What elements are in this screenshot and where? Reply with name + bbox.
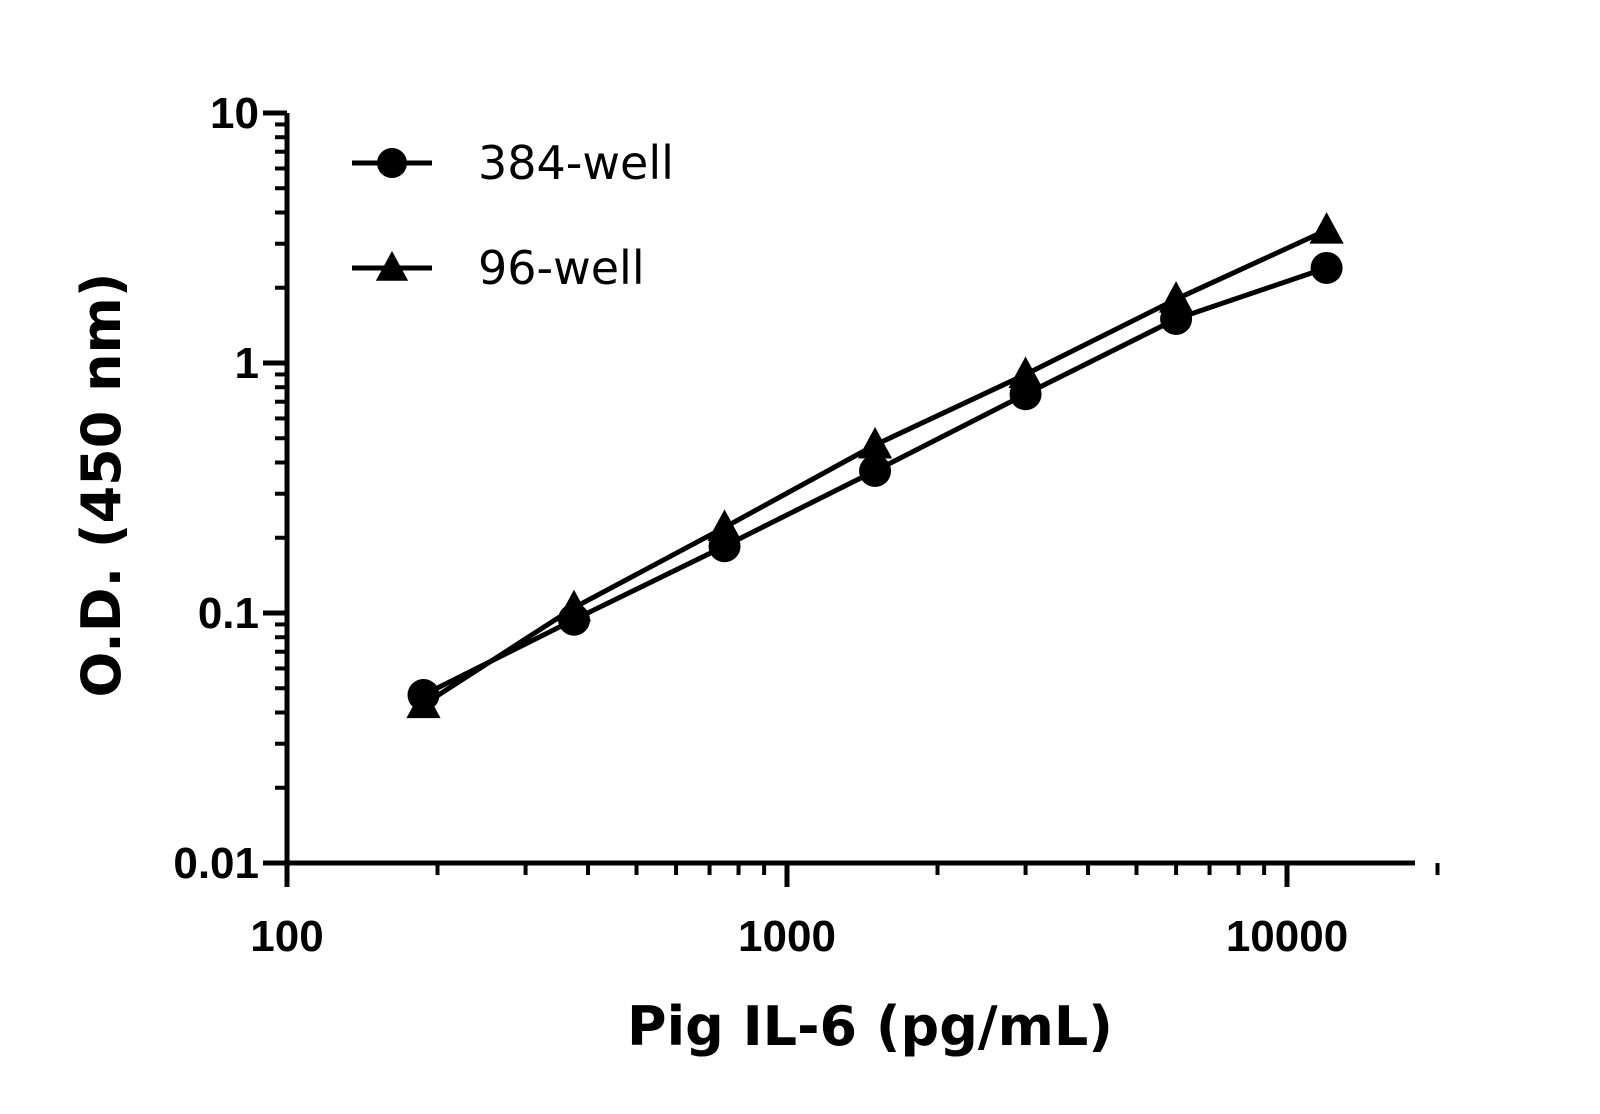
x-axis-title: Pig IL-6 (pg/mL): [627, 995, 1113, 1058]
series-96-well-point: [406, 686, 441, 719]
series-96-well-point: [1158, 281, 1194, 313]
series-384-well-point: [1310, 251, 1343, 284]
y-tick-label: 10: [210, 89, 259, 138]
legend-item-384-well: 384-well: [352, 136, 674, 190]
legend-label: 384-well: [478, 136, 674, 190]
x-tick-label: 1000: [738, 912, 836, 961]
x-tick-label: 10000: [1226, 912, 1348, 961]
series-96-well-point: [857, 426, 893, 459]
series-96-well-point: [556, 589, 592, 622]
axes-layer: 0.01 0.1 1 10 100 1000 10000: [173, 89, 1440, 961]
legend-marker: [377, 148, 407, 178]
y-axis-title: O.D. (450 nm): [70, 273, 133, 698]
y-tick-label: 1: [235, 339, 259, 388]
series-384-well-point: [859, 454, 892, 487]
series-96-well-point: [1008, 356, 1043, 388]
legend: 384-well 96-well: [352, 136, 674, 295]
y-tick-label: 0.01: [173, 839, 259, 888]
y-tick-label: 0.1: [198, 589, 259, 638]
x-tick-label: 100: [250, 912, 323, 961]
legend-label: 96-well: [478, 241, 645, 295]
series-96-well: [406, 212, 1344, 719]
series-384-well: [407, 251, 1343, 711]
legend-marker: [375, 251, 409, 281]
series-96-well-point: [1309, 212, 1344, 244]
series-layer: [406, 212, 1344, 719]
legend-item-96-well: 96-well: [352, 241, 645, 295]
series-96-well-point: [707, 509, 742, 541]
